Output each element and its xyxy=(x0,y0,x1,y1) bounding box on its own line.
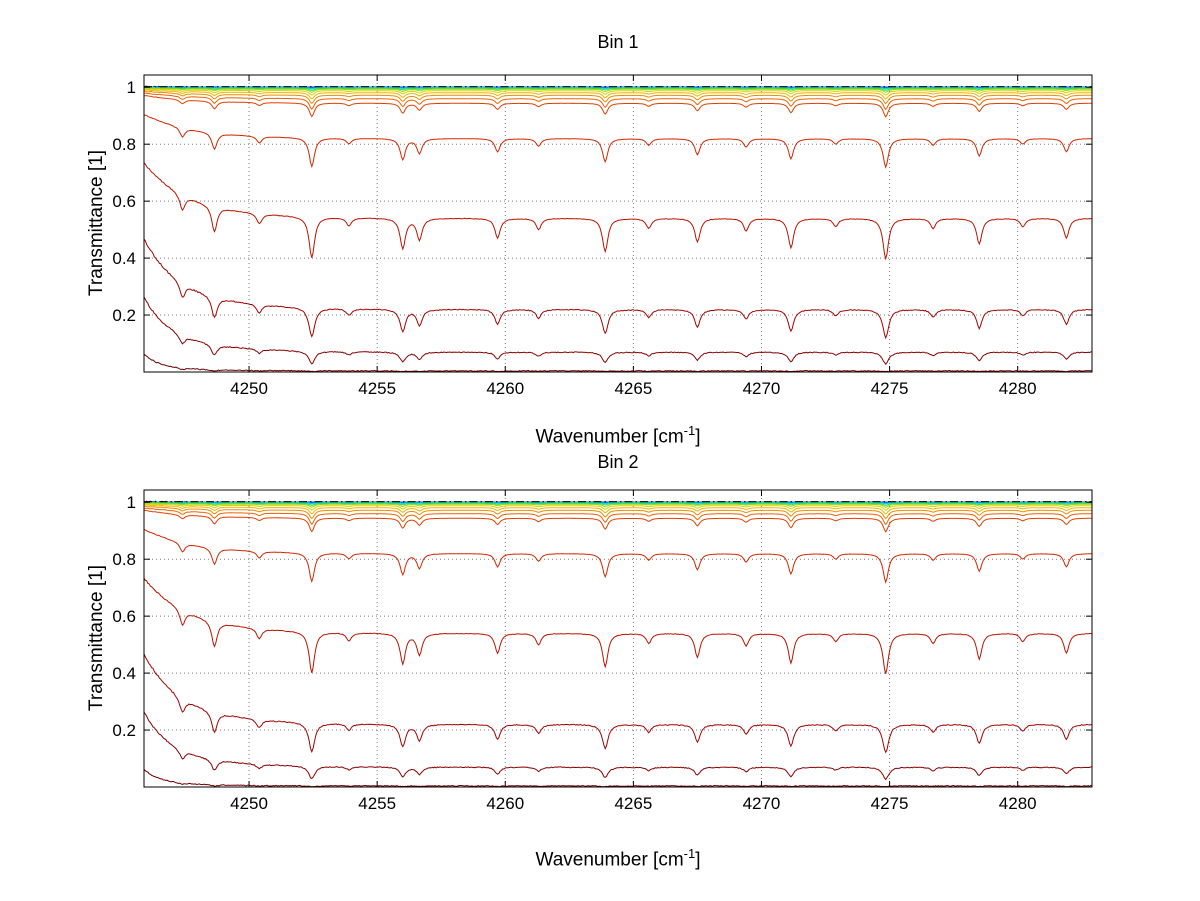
series-curve-16 xyxy=(144,711,1092,781)
curves-group xyxy=(144,500,1092,787)
series-curve-10 xyxy=(144,90,1092,105)
series-curve-6 xyxy=(144,501,1092,506)
series-curve-11 xyxy=(144,92,1092,111)
series-curve-6 xyxy=(144,87,1092,91)
plot-svg-2: 4250 4255 4260 4265 4270 4275 4280 0.2 0.4 0.6 0.8… xyxy=(112,489,1093,813)
series-curve-12 xyxy=(144,95,1092,118)
subplot2-xlabel: Wavenumber [cm-1] xyxy=(144,843,1092,871)
x-tick-label: 4265 xyxy=(614,379,652,398)
x-tick-label: 4280 xyxy=(999,379,1037,398)
series-curve-15 xyxy=(144,653,1092,754)
xlabel-text: Wavenumber [cm xyxy=(535,849,684,871)
x-tick-label: 4270 xyxy=(743,379,781,398)
series-curve-10 xyxy=(144,505,1092,520)
y-tick-label: 1 xyxy=(127,493,136,512)
x-tick-label: 4275 xyxy=(871,794,909,813)
plot-svg-1: 4250 4255 4260 4265 4270 4275 4280 0.2 0.4 0.6 0.8… xyxy=(112,74,1093,398)
series-curve-17 xyxy=(144,353,1092,372)
y-tick-label: 0.6 xyxy=(112,192,136,211)
y-tick-label: 0.8 xyxy=(112,135,136,154)
series-curve-14 xyxy=(144,577,1092,674)
xlabel-superscript: -1 xyxy=(683,846,696,861)
x-tick-label: 4265 xyxy=(614,794,652,813)
series-curve-14 xyxy=(144,162,1092,261)
y-tick-label: 0.8 xyxy=(112,550,136,569)
y-tick-label: 0.6 xyxy=(112,607,136,626)
series-curve-9 xyxy=(144,89,1092,100)
series-curve-8 xyxy=(144,88,1092,96)
subplot2-title: Bin 2 xyxy=(597,452,639,472)
y-tick-label: 1 xyxy=(127,78,136,97)
series-curve-5 xyxy=(144,86,1092,90)
y-tick-label: 0.4 xyxy=(112,249,136,268)
xlabel-superscript: -1 xyxy=(683,423,696,438)
subplot2-ylabel: Transmittance [1] xyxy=(86,564,107,712)
x-tick-label: 4280 xyxy=(999,794,1037,813)
subplot1-xlabel: Wavenumber [cm-1] xyxy=(144,420,1092,448)
series-curve-15 xyxy=(144,238,1092,340)
y-tick-label: 0.2 xyxy=(112,721,136,740)
series-curve-13 xyxy=(144,529,1092,584)
x-tick-label: 4270 xyxy=(743,794,781,813)
series-curve-11 xyxy=(144,507,1092,526)
y-tick-label: 0.4 xyxy=(112,664,136,683)
xlabel-text: Wavenumber [cm xyxy=(535,426,684,448)
series-curve-8 xyxy=(144,503,1092,511)
x-tick-label: 4250 xyxy=(230,379,268,398)
series-curve-7 xyxy=(144,502,1092,508)
curves-group xyxy=(144,85,1092,372)
series-curve-12 xyxy=(144,509,1092,533)
series-curve-13 xyxy=(144,114,1092,169)
x-tick-label: 4250 xyxy=(230,794,268,813)
series-curve-17 xyxy=(144,769,1092,787)
x-tick-label: 4275 xyxy=(871,379,909,398)
x-tick-label: 4255 xyxy=(358,794,396,813)
x-tick-label: 4260 xyxy=(486,794,524,813)
subplot1-title: Bin 1 xyxy=(597,32,639,52)
x-tick-label: 4255 xyxy=(358,379,396,398)
subplot1-ylabel: Transmittance [1] xyxy=(86,149,107,297)
series-curve-9 xyxy=(144,504,1092,515)
series-curve-7 xyxy=(144,87,1092,93)
xlabel-close: ] xyxy=(695,849,701,871)
series-curve-16 xyxy=(144,296,1092,366)
y-tick-label: 0.2 xyxy=(112,306,136,325)
axes-box xyxy=(143,489,1093,788)
series-curve-5 xyxy=(144,501,1092,505)
x-tick-label: 4260 xyxy=(486,379,524,398)
axes-box xyxy=(143,74,1093,373)
xlabel-close: ] xyxy=(695,426,701,448)
